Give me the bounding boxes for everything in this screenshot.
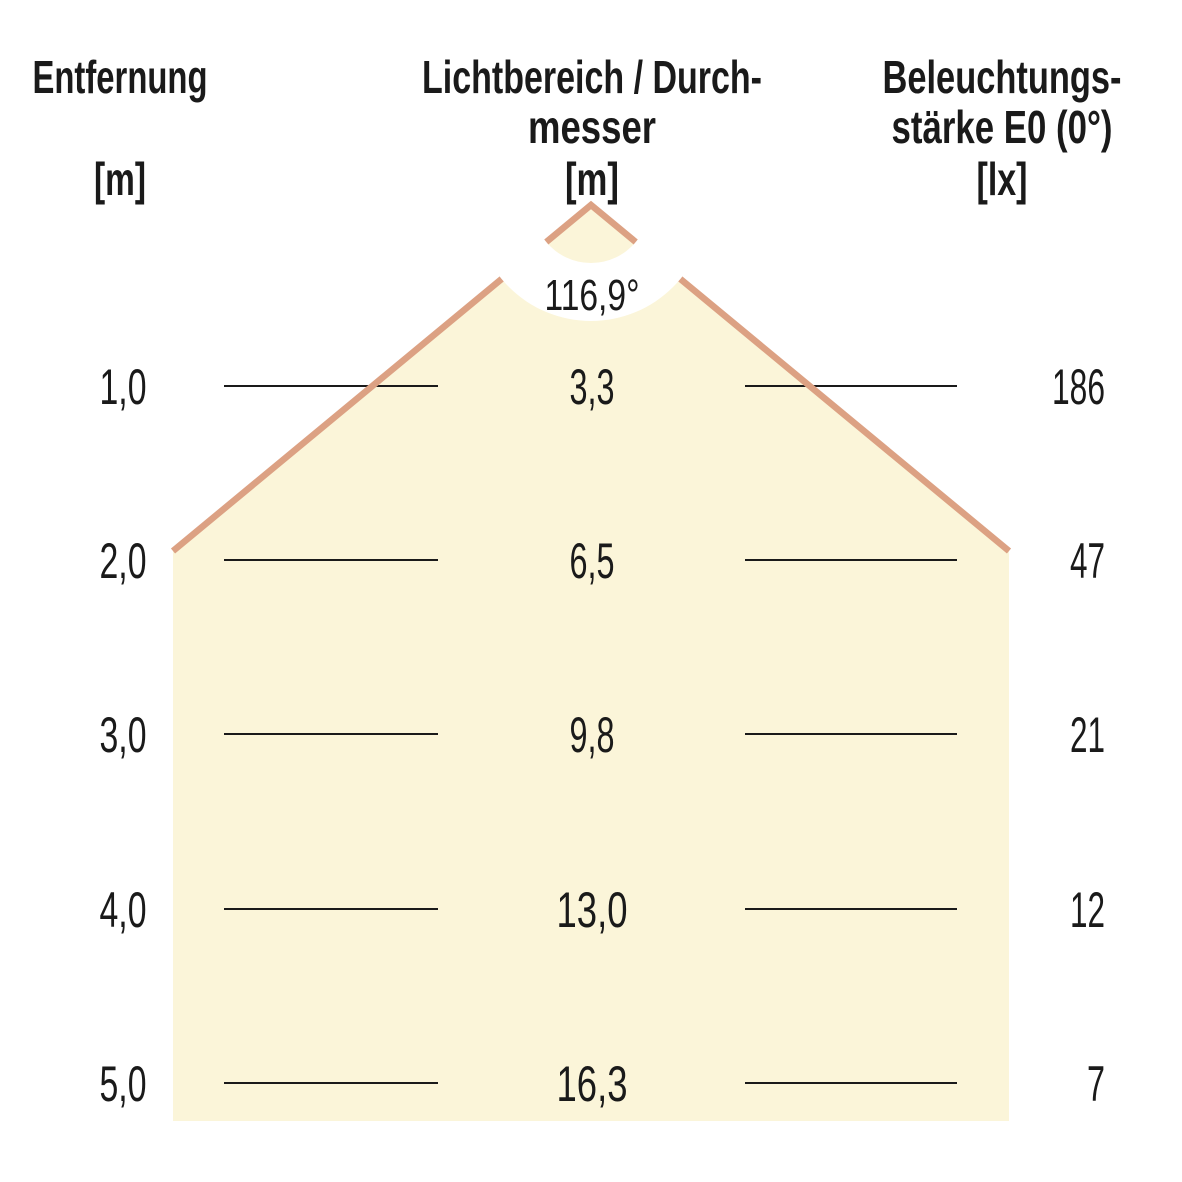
- row-illuminance-value: 47: [1070, 533, 1105, 589]
- header-illuminance-title-line1: Beleuchtungs-: [883, 51, 1122, 103]
- row-diameter-value: 16,3: [557, 1056, 628, 1112]
- header-illuminance-title-line2: stärke E0 (0°): [892, 101, 1113, 153]
- row-distance-label: 1,0: [100, 359, 147, 415]
- apex-fan-fill: [546, 205, 636, 264]
- row-illuminance-value: 12: [1070, 882, 1105, 938]
- header-illuminance-unit: [lx]: [977, 153, 1028, 205]
- apex-fan-edges: [544, 200, 638, 245]
- header-distance-unit: [m]: [94, 153, 146, 205]
- header-diameter-unit: [m]: [565, 153, 619, 205]
- row-diameter-value: 9,8: [570, 707, 615, 763]
- header-distance-title: Entfernung: [33, 51, 208, 103]
- row-diameter-value: 13,0: [557, 882, 628, 938]
- header-diameter-title-line1: Lichtbereich / Durch-: [422, 51, 762, 103]
- row-illuminance-value: 7: [1087, 1056, 1105, 1112]
- row-diameter-value: 6,5: [570, 533, 615, 589]
- row-distance-label: 3,0: [100, 707, 147, 763]
- row-distance-label: 2,0: [100, 533, 147, 589]
- row-diameter-value: 3,3: [570, 359, 615, 415]
- header-diameter-title-line2: messer: [528, 101, 656, 153]
- row-illuminance-value: 21: [1070, 707, 1105, 763]
- beam-cone-fill: [173, 205, 1009, 1121]
- row-distance-label: 5,0: [100, 1056, 147, 1112]
- row-illuminance-value: 186: [1052, 359, 1105, 415]
- beam-angle-label: 116,9°: [545, 271, 640, 320]
- row-distance-label: 4,0: [100, 882, 147, 938]
